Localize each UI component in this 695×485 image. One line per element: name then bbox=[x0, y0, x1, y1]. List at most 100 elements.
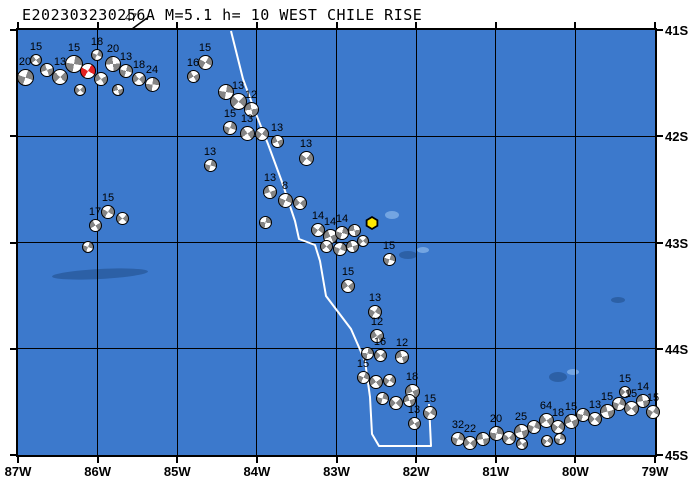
focal-mechanism bbox=[356, 370, 370, 384]
focal-mechanism bbox=[88, 218, 102, 232]
event-label: 13 bbox=[588, 399, 602, 411]
event-label: 13 bbox=[299, 137, 313, 150]
focal-mechanism bbox=[105, 56, 121, 72]
map-title: E202303230256A M=5.1 h= 10 WEST CHILE RI… bbox=[22, 6, 423, 24]
focal-mechanism bbox=[16, 68, 34, 86]
bathymetry-patch bbox=[549, 372, 567, 382]
focal-mechanism bbox=[82, 241, 94, 253]
event-label: 15 bbox=[624, 387, 638, 400]
event-label: 20 bbox=[18, 55, 32, 68]
focal-mechanism bbox=[619, 386, 631, 398]
focal-mechanism bbox=[270, 134, 284, 148]
focal-mechanism bbox=[646, 405, 660, 419]
event-label: 15 bbox=[382, 239, 396, 252]
focal-mechanism bbox=[94, 72, 108, 86]
lon-tick-label: 83W bbox=[323, 464, 350, 479]
tick-mark bbox=[17, 22, 19, 28]
event-label: 15 bbox=[341, 266, 355, 278]
tick-mark bbox=[176, 457, 179, 463]
tick-mark bbox=[17, 457, 19, 463]
focal-mechanism bbox=[375, 391, 389, 405]
event-label: 15 bbox=[618, 373, 632, 385]
tick-mark bbox=[96, 22, 99, 28]
lon-tick-label: 79W bbox=[641, 464, 669, 479]
focal-mechanism bbox=[516, 438, 528, 450]
focal-mechanism bbox=[347, 223, 361, 237]
tick-mark bbox=[657, 454, 663, 456]
bathymetry-patch bbox=[417, 247, 429, 253]
lat-tick-label: 45S bbox=[665, 448, 689, 463]
focal-mechanism bbox=[203, 158, 217, 172]
lat-tick-label: 42S bbox=[665, 129, 689, 145]
focal-mechanism bbox=[112, 84, 124, 96]
tick-mark bbox=[654, 22, 656, 28]
event-label: 64 bbox=[539, 399, 553, 412]
focal-mechanism bbox=[538, 412, 554, 428]
focal-mechanism bbox=[476, 432, 490, 446]
event-label: 13 bbox=[203, 145, 217, 158]
lat-tick-label: 41S bbox=[665, 23, 689, 38]
event-label: 15 bbox=[600, 390, 614, 403]
focal-mechanism bbox=[554, 433, 566, 445]
bathymetry-patch bbox=[611, 297, 625, 303]
event-label: 13 bbox=[240, 112, 254, 125]
event-label: 13 bbox=[407, 403, 421, 416]
focal-mechanism bbox=[258, 215, 272, 229]
lon-tick-label: 85W bbox=[163, 464, 191, 479]
lon-tick-label: 80W bbox=[562, 464, 589, 479]
focal-mechanism bbox=[52, 69, 68, 85]
tick-mark bbox=[96, 457, 99, 463]
tick-mark bbox=[335, 22, 338, 28]
lat-tick-label: 44S bbox=[665, 341, 689, 357]
tick-mark bbox=[415, 457, 418, 463]
event-label: 13 bbox=[368, 292, 382, 304]
focal-mechanism bbox=[369, 375, 383, 389]
event-label: 25 bbox=[514, 410, 528, 423]
focal-mechanism bbox=[80, 63, 96, 79]
tick-mark bbox=[10, 135, 16, 138]
focal-mechanism bbox=[298, 150, 314, 166]
focal-mechanism bbox=[239, 125, 255, 141]
tick-mark bbox=[494, 22, 497, 28]
focal-mechanism bbox=[119, 64, 133, 78]
event-label: 22 bbox=[463, 423, 477, 435]
focal-mechanism bbox=[115, 211, 129, 225]
tick-mark bbox=[10, 241, 16, 244]
tick-mark bbox=[657, 347, 663, 350]
focal-mechanism bbox=[551, 420, 565, 434]
focal-mechanism bbox=[101, 205, 115, 219]
event-label: 12 bbox=[370, 316, 384, 328]
tick-mark bbox=[574, 457, 577, 463]
tick-mark bbox=[657, 241, 663, 244]
focal-mechanism bbox=[527, 420, 541, 434]
event-label: 8 bbox=[281, 179, 289, 192]
event-label: 15 bbox=[646, 392, 660, 404]
bathymetry-patch bbox=[385, 211, 399, 219]
gridline-horizontal bbox=[18, 135, 655, 137]
event-label: 16 bbox=[186, 56, 200, 69]
tick-mark bbox=[10, 454, 16, 456]
bathymetry-patch bbox=[567, 369, 579, 375]
event-label: 14 bbox=[636, 381, 650, 393]
tick-mark bbox=[10, 29, 16, 31]
event-label: 20 bbox=[106, 43, 120, 55]
event-label: 13 bbox=[270, 121, 284, 134]
tick-mark bbox=[176, 22, 179, 28]
focal-mechanism bbox=[74, 84, 86, 96]
focal-mechanism bbox=[502, 431, 516, 445]
event-label: 15 bbox=[198, 41, 212, 54]
event-label: 13 bbox=[53, 56, 67, 68]
focal-mechanism bbox=[186, 69, 200, 83]
tick-mark bbox=[657, 29, 663, 31]
lon-tick-label: 86W bbox=[84, 464, 111, 479]
focal-mechanism bbox=[588, 412, 602, 426]
event-label: 15 bbox=[356, 357, 370, 370]
lon-tick-label: 84W bbox=[243, 464, 271, 479]
event-label: 18 bbox=[90, 36, 104, 48]
event-label: 15 bbox=[67, 42, 81, 54]
tick-mark bbox=[255, 457, 258, 463]
focal-mechanism bbox=[341, 279, 355, 293]
focal-mechanism bbox=[563, 413, 579, 429]
focal-mechanism bbox=[463, 436, 477, 450]
event-label: 15 bbox=[29, 41, 43, 53]
